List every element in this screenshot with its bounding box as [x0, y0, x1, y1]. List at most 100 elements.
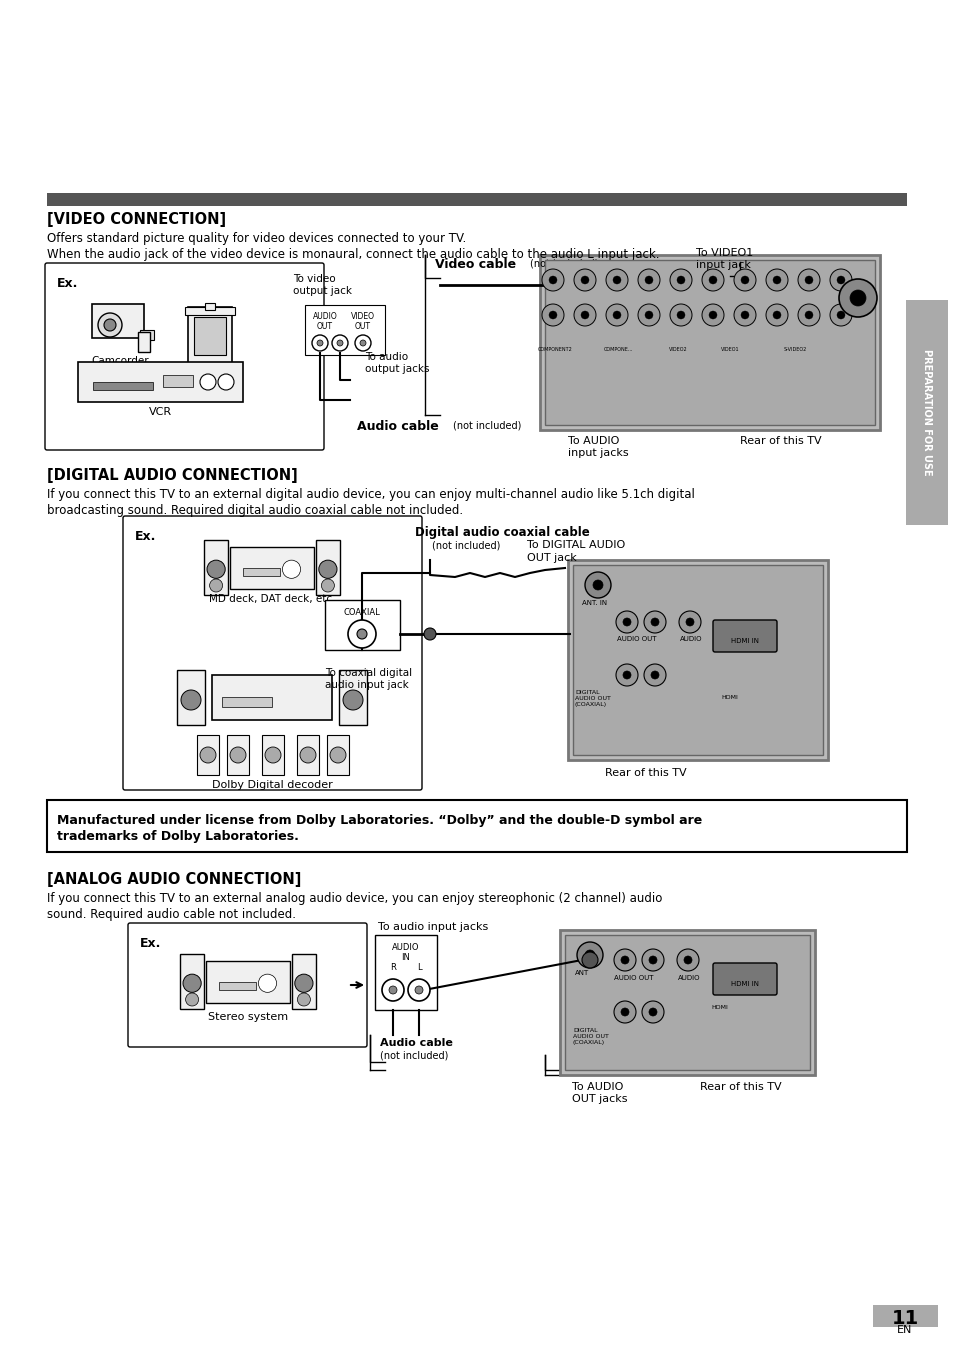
Circle shape [669, 304, 691, 326]
Circle shape [423, 628, 436, 640]
FancyBboxPatch shape [123, 516, 421, 790]
FancyBboxPatch shape [712, 963, 776, 994]
Circle shape [677, 276, 684, 284]
Circle shape [804, 311, 812, 319]
Bar [177, 670, 205, 725]
Circle shape [200, 374, 215, 390]
Bar [163, 376, 193, 386]
Circle shape [318, 561, 336, 578]
Circle shape [829, 304, 851, 326]
Bar [219, 982, 255, 990]
Bar [262, 735, 284, 775]
Text: Video Game: Video Game [178, 376, 241, 385]
Circle shape [836, 311, 844, 319]
Circle shape [804, 276, 812, 284]
Bar [305, 305, 385, 355]
Text: R: R [390, 963, 395, 971]
Circle shape [669, 269, 691, 290]
Text: To coaxial digital
audio input jack: To coaxial digital audio input jack [325, 667, 412, 689]
Circle shape [282, 561, 300, 578]
Text: COMPONE...: COMPONE... [602, 347, 632, 353]
Text: To VIDEO1: To VIDEO1 [696, 249, 753, 258]
Bar [296, 735, 318, 775]
Circle shape [772, 311, 781, 319]
Text: To AUDIO
OUT jacks: To AUDIO OUT jacks [572, 1082, 627, 1104]
Circle shape [643, 611, 665, 634]
Text: Rear of this TV: Rear of this TV [700, 1082, 781, 1092]
Bar [231, 547, 314, 589]
Text: AUDIO OUT: AUDIO OUT [614, 975, 653, 981]
Circle shape [574, 304, 596, 326]
Text: To audio
output jacks: To audio output jacks [365, 353, 429, 374]
Circle shape [677, 311, 684, 319]
Circle shape [638, 304, 659, 326]
Bar [196, 735, 219, 775]
Text: To AUDIO: To AUDIO [567, 436, 618, 446]
Circle shape [733, 304, 755, 326]
Text: OUT jack: OUT jack [526, 553, 577, 563]
Bar [188, 307, 232, 365]
Circle shape [622, 671, 630, 680]
Text: Ex.: Ex. [135, 530, 156, 543]
Bar [905, 300, 947, 526]
Circle shape [679, 611, 700, 634]
Circle shape [574, 269, 596, 290]
FancyBboxPatch shape [45, 263, 324, 450]
Circle shape [740, 276, 748, 284]
Circle shape [829, 269, 851, 290]
Circle shape [650, 671, 659, 680]
Text: Audio cable: Audio cable [356, 420, 438, 434]
Circle shape [408, 979, 430, 1001]
Text: trademarks of Dolby Laboratories.: trademarks of Dolby Laboratories. [57, 830, 298, 843]
Text: Stereo system: Stereo system [208, 1012, 288, 1021]
Text: Audio cable: Audio cable [379, 1038, 453, 1048]
Circle shape [797, 304, 820, 326]
Bar [180, 954, 204, 1009]
Bar [47, 193, 906, 205]
Circle shape [356, 630, 367, 639]
Text: [DIGITAL AUDIO CONNECTION]: [DIGITAL AUDIO CONNECTION] [47, 467, 297, 484]
Circle shape [218, 374, 233, 390]
Circle shape [230, 747, 246, 763]
Circle shape [605, 269, 627, 290]
Text: AUDIO
IN: AUDIO IN [392, 943, 419, 962]
Circle shape [613, 311, 620, 319]
Circle shape [614, 1001, 636, 1023]
Circle shape [622, 617, 630, 626]
Text: To video
output jack: To video output jack [293, 274, 352, 296]
Text: When the audio jack of the video device is monaural, connect the audio cable to : When the audio jack of the video device … [47, 249, 659, 261]
Circle shape [186, 993, 198, 1006]
Circle shape [605, 304, 627, 326]
Bar [227, 735, 249, 775]
Text: DIGITAL
AUDIO OUT
(COAXIAL): DIGITAL AUDIO OUT (COAXIAL) [573, 1028, 608, 1044]
Circle shape [348, 620, 375, 648]
Bar [138, 332, 150, 353]
Text: ANT. IN: ANT. IN [581, 600, 606, 607]
Circle shape [648, 957, 657, 965]
Circle shape [620, 957, 628, 965]
Text: broadcasting sound. Required digital audio coaxial cable not included.: broadcasting sound. Required digital aud… [47, 504, 462, 517]
Text: AUDIO
OUT: AUDIO OUT [313, 312, 337, 331]
Text: ANT: ANT [575, 970, 589, 975]
Text: Offers standard picture quality for video devices connected to your TV.: Offers standard picture quality for vide… [47, 232, 466, 245]
Text: To audio input jacks: To audio input jacks [377, 921, 488, 932]
Text: input jacks: input jacks [567, 449, 628, 458]
Circle shape [98, 313, 122, 336]
Bar [185, 307, 234, 315]
Text: HDMI: HDMI [720, 694, 738, 700]
Text: VIDEO
OUT: VIDEO OUT [351, 312, 375, 331]
Bar [91, 304, 144, 338]
Bar [567, 561, 827, 761]
Bar [559, 929, 814, 1075]
Circle shape [616, 663, 638, 686]
Circle shape [797, 269, 820, 290]
Text: AUDIO: AUDIO [678, 975, 700, 981]
FancyBboxPatch shape [712, 620, 776, 653]
Bar [193, 317, 226, 355]
Circle shape [181, 690, 201, 711]
Bar [564, 935, 809, 1070]
Circle shape [381, 979, 403, 1001]
Bar [325, 600, 399, 650]
Text: COAXIAL: COAXIAL [343, 608, 380, 617]
Circle shape [849, 290, 865, 305]
